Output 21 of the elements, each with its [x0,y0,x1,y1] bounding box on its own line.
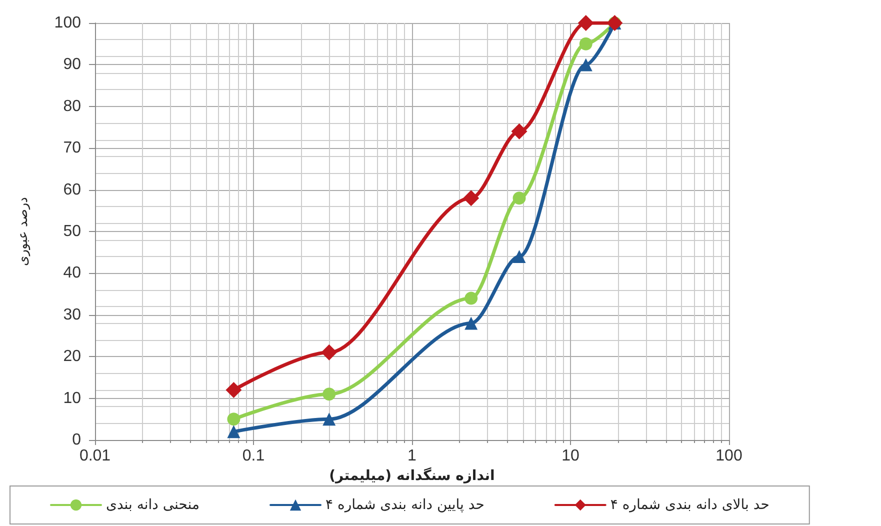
legend-label: منحنی دانه بندی [106,497,200,513]
y-tick-label: 40 [63,264,82,282]
x-axis-title: اندازه سنگدانه (میلیمتر) [329,466,495,484]
y-tick-label: 50 [63,223,82,240]
y-axis-title: درصد عبوری [16,196,31,266]
y-tick-label: 100 [54,14,82,32]
x-tick-label: 10 [562,448,580,464]
y-tick-label: 10 [63,390,82,407]
y-tick-label: 60 [63,181,82,198]
x-tick-label: 0.1 [242,448,265,464]
y-tick-label: 0 [72,432,82,448]
legend-label: حد بالای دانه بندی شماره ۴ [610,497,770,513]
y-tick-label: 90 [63,56,82,74]
y-tick-label: 30 [63,306,82,324]
x-tick-label: 0.01 [79,448,111,464]
legend-label: حد پایین دانه بندی شماره ۴ [326,497,484,513]
y-tick-label: 20 [63,348,82,366]
y-tick-label: 80 [63,98,82,115]
x-tick-label: 100 [716,448,742,464]
y-tick-label: 70 [63,140,82,157]
x-tick-label: 1 [408,448,417,464]
